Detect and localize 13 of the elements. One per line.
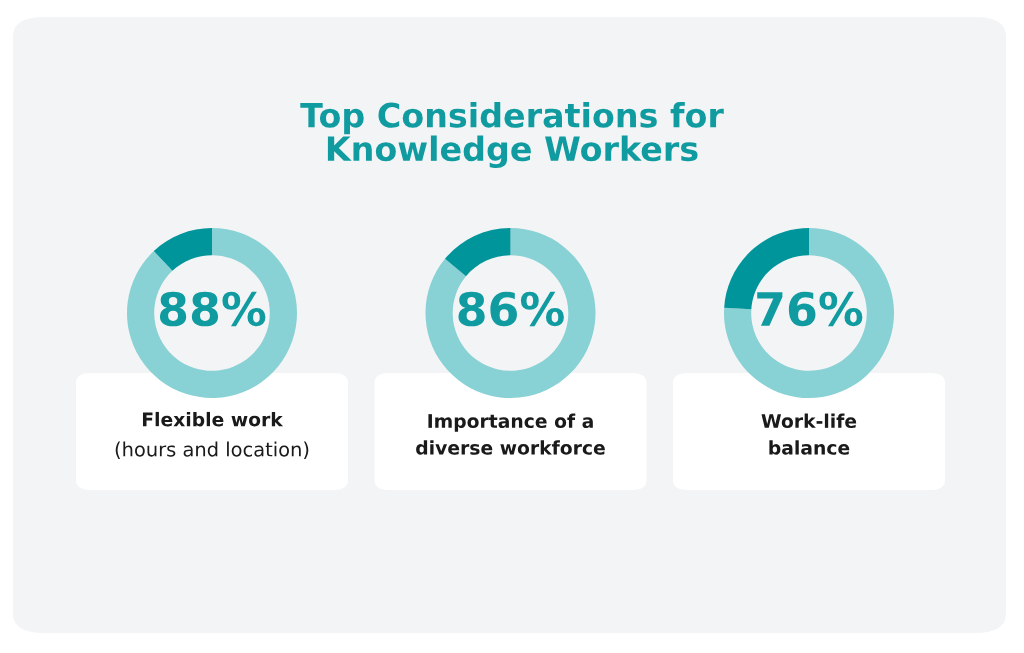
text: (hours and location) <box>115 441 309 459</box>
donut-slice <box>425 228 596 398</box>
donut-slice <box>724 228 894 398</box>
text: Work-life balance <box>761 413 857 455</box>
donut-slice <box>153 228 212 271</box>
data-label: 88% <box>159 291 266 327</box>
data-label: 86% <box>458 291 564 327</box>
text: Importance of a diverse workforce <box>416 413 605 455</box>
text: Flexible work <box>142 411 284 427</box>
text: Top Considerations for Knowledge Workers <box>300 101 724 169</box>
data-label: 76% <box>757 291 863 327</box>
donut-slice <box>127 228 297 398</box>
donut-slice <box>445 228 511 277</box>
